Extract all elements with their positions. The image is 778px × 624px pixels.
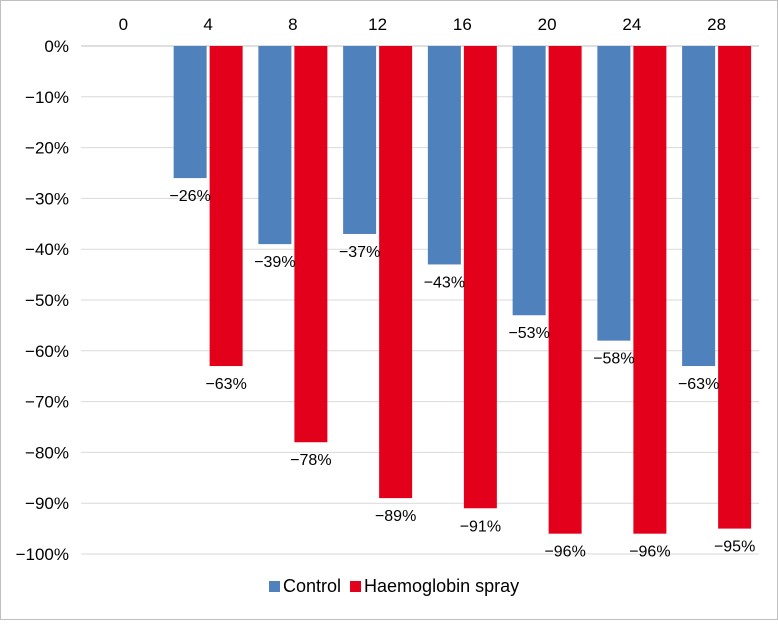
legend-swatch-control <box>269 581 280 592</box>
bar-control <box>258 46 292 245</box>
data-label: −63% <box>678 376 719 393</box>
legend-label-control: Control <box>283 576 341 596</box>
bars <box>173 46 752 534</box>
data-label: −91% <box>460 518 501 535</box>
legend: Control Haemoglobin spray <box>269 576 519 596</box>
bar-haemoglobin-spray <box>209 46 243 367</box>
bar-haemoglobin-spray <box>463 46 497 509</box>
data-label: −96% <box>544 544 585 561</box>
bar-haemoglobin-spray <box>294 46 328 443</box>
y-tick-label: −10% <box>25 88 69 107</box>
bar-control <box>682 46 716 367</box>
x-tick-label: 12 <box>368 15 387 34</box>
bar-haemoglobin-spray <box>633 46 667 534</box>
bar-control <box>512 46 546 316</box>
y-tick-label: −20% <box>25 139 69 158</box>
data-label: −58% <box>593 351 634 368</box>
x-tick-label: 0 <box>119 15 128 34</box>
legend-swatch-haemoglobin-spray <box>350 581 362 592</box>
x-axis-ticks: 0 4 8 12 16 20 24 28 <box>119 15 726 34</box>
x-tick-label: 4 <box>203 15 212 34</box>
y-tick-label: −50% <box>25 291 69 310</box>
bar-control <box>427 46 461 265</box>
bar-control <box>597 46 631 341</box>
y-tick-label: −70% <box>25 393 69 412</box>
data-labels: −26% −63% −39% −78% −37% −89% −43% −91% −53% −96%… <box>169 188 755 561</box>
data-label: −96% <box>629 544 670 561</box>
bar-haemoglobin-spray <box>718 46 752 529</box>
bar-control <box>343 46 377 234</box>
y-axis-ticks: 0% −10% −20% −30% −40% −50% −60% −70% −80% −90% −1… <box>16 37 69 564</box>
x-tick-label: 24 <box>622 15 641 34</box>
legend-label-haemoglobin-spray: Haemoglobin spray <box>364 576 519 596</box>
y-tick-label: −30% <box>25 189 69 208</box>
data-label: −63% <box>205 376 246 393</box>
y-tick-label: −90% <box>25 494 69 513</box>
bar-haemoglobin-spray <box>379 46 413 499</box>
data-label: −78% <box>290 452 331 469</box>
data-label: −53% <box>508 325 549 342</box>
x-tick-label: 8 <box>288 15 297 34</box>
y-tick-label: 0% <box>44 37 69 56</box>
x-tick-label: 16 <box>453 15 472 34</box>
y-tick-label: −80% <box>25 443 69 462</box>
data-label: −95% <box>714 539 755 556</box>
data-label: −37% <box>339 244 380 261</box>
x-tick-label: 20 <box>538 15 557 34</box>
y-tick-label: −40% <box>25 240 69 259</box>
data-label: −89% <box>375 508 416 525</box>
bar-haemoglobin-spray <box>548 46 582 534</box>
data-label: −26% <box>169 188 210 205</box>
y-tick-label: −100% <box>16 545 69 564</box>
data-label: −39% <box>254 254 295 271</box>
x-tick-label: 28 <box>707 15 726 34</box>
data-label: −43% <box>424 274 465 291</box>
bar-control <box>173 46 207 179</box>
y-tick-label: −60% <box>25 342 69 361</box>
